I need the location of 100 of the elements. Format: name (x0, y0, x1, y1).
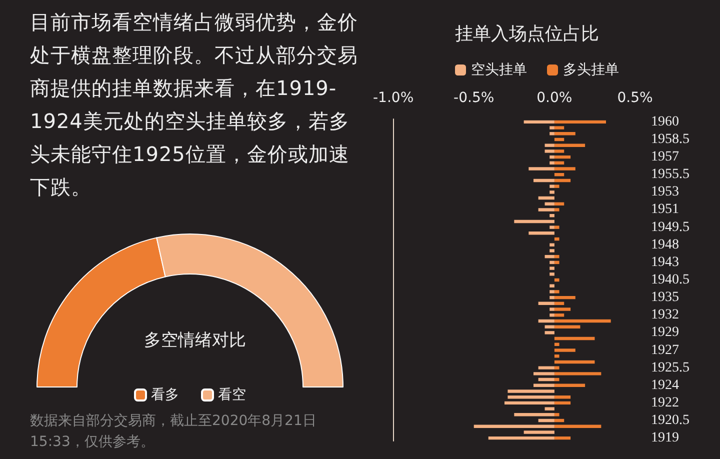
y-tick-label: 1919 (651, 430, 679, 446)
y-tick-label: 1953 (651, 184, 679, 200)
bar (538, 418, 554, 422)
bar (538, 366, 554, 370)
bar (544, 331, 554, 334)
bar (544, 407, 554, 410)
bar (544, 144, 554, 147)
bar (550, 290, 554, 294)
bar (554, 348, 576, 352)
bar (554, 226, 560, 229)
legend-label: 看空 (218, 387, 246, 403)
y-tick-label: 1949.5 (651, 220, 690, 235)
y-tick-label: 1925.5 (651, 360, 690, 376)
bar (554, 138, 564, 142)
bar (554, 308, 571, 311)
bar (554, 150, 564, 153)
bar (550, 296, 554, 300)
y-tick-label: 1927 (651, 342, 679, 358)
bar (554, 161, 564, 165)
bar (550, 126, 554, 130)
bar (524, 120, 554, 124)
bar (554, 144, 586, 147)
bar (554, 237, 560, 241)
bar (554, 167, 576, 170)
bar (533, 372, 554, 376)
legend-label: 看多 (151, 387, 179, 403)
bar (528, 167, 554, 170)
bar (554, 208, 560, 212)
bar (554, 120, 606, 124)
text: 数据来自部分交易商，截止至2020年8月21日15:33，仅供参考。 (30, 412, 318, 452)
bar (554, 173, 564, 176)
bar (544, 254, 554, 258)
bar (554, 413, 560, 416)
y-tick-label: 1932 (651, 308, 679, 323)
x-tick-label: -0.5% (454, 90, 494, 106)
y-tick-label: 1957 (651, 150, 679, 165)
bar (474, 424, 554, 428)
bar (554, 278, 560, 282)
bar (550, 214, 554, 218)
y-tick-label: 1955.5 (651, 167, 690, 182)
bar (550, 243, 554, 246)
bar (554, 418, 564, 422)
bar (554, 360, 595, 364)
bar (508, 395, 554, 399)
x-tick-label: -1.0% (372, 90, 414, 106)
chart-title: 挂单入场点位占比 (455, 24, 599, 44)
bar (550, 226, 554, 229)
bar (538, 378, 554, 382)
bar (554, 366, 560, 370)
legend-label: 多头挂单 (563, 62, 619, 78)
bar (514, 220, 554, 224)
bar (550, 155, 554, 159)
legend-label: 空头挂单 (471, 62, 527, 78)
bar (554, 202, 564, 206)
y-tick-label: 1924 (651, 378, 679, 393)
bar (488, 436, 554, 440)
y-tick-label: 1920.5 (651, 413, 690, 428)
bar (524, 430, 554, 434)
bar (554, 254, 560, 258)
bar (554, 395, 571, 399)
y-tick-label: 1929 (651, 325, 679, 340)
bar (544, 202, 554, 206)
bar (528, 232, 554, 235)
bar (554, 401, 571, 405)
bar (538, 208, 554, 212)
text: 多空情绪对比 (144, 330, 246, 350)
bar (554, 178, 571, 182)
bar (550, 184, 554, 188)
bar (554, 436, 571, 440)
y-tick-label: 1951 (651, 202, 679, 218)
bar (554, 378, 560, 382)
y-tick-label: 1943 (651, 254, 679, 270)
bar (550, 190, 554, 194)
y-tick-label: 1960 (651, 114, 679, 130)
bar (550, 308, 554, 311)
bar (554, 260, 560, 264)
y-tick-label: 1935 (651, 290, 679, 306)
bar (550, 266, 554, 270)
x-tick-label: 0.5% (617, 90, 653, 106)
bar (554, 302, 564, 306)
x-tick-label: 0.0% (536, 90, 572, 106)
bar (554, 314, 564, 317)
bar (554, 384, 586, 387)
bar (508, 390, 554, 393)
bar (533, 384, 554, 387)
bar (554, 342, 560, 346)
bar (554, 290, 560, 294)
bar (550, 272, 554, 276)
bar (550, 260, 554, 264)
bar (550, 314, 554, 317)
bar (554, 126, 564, 130)
y-tick-label: 1958.5 (651, 132, 690, 147)
bar (550, 249, 554, 252)
bar (554, 336, 595, 340)
bar (554, 325, 580, 328)
bar (504, 401, 554, 405)
bar (550, 284, 554, 288)
bar (550, 132, 554, 136)
bar (514, 413, 554, 416)
y-tick-label: 1948 (651, 237, 679, 252)
